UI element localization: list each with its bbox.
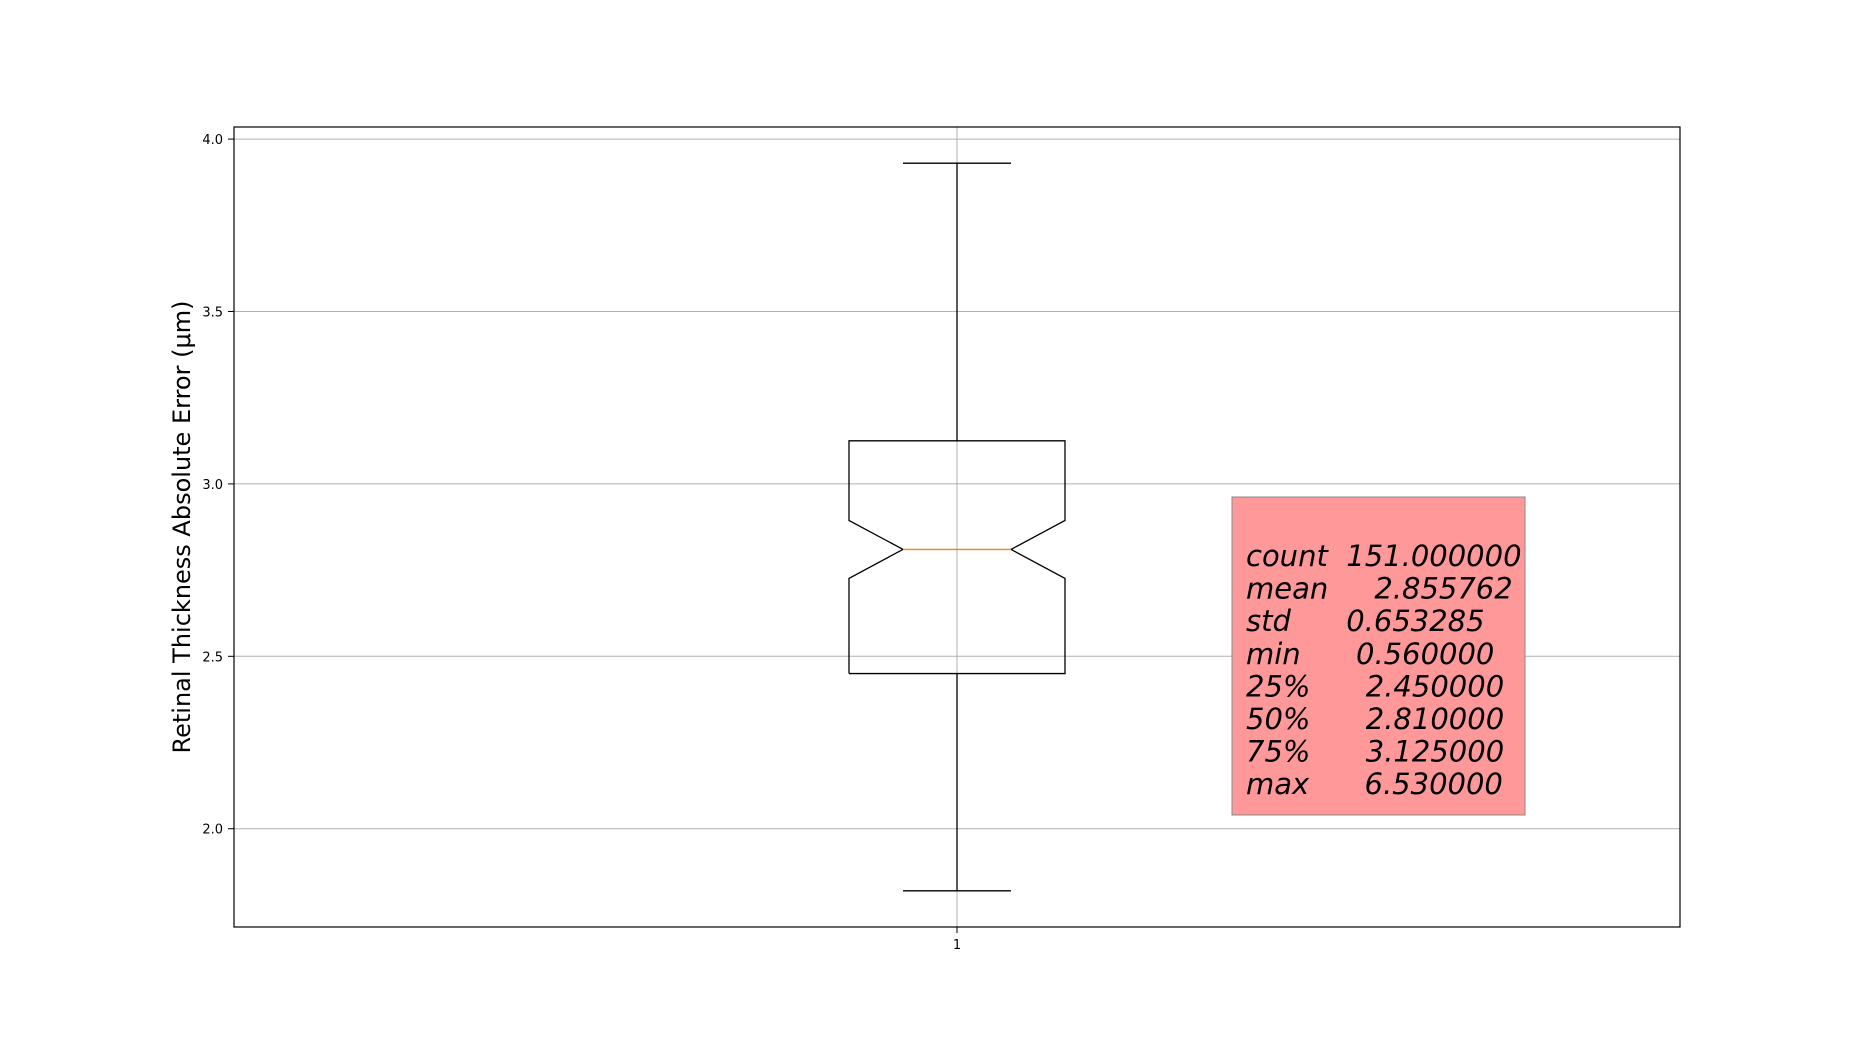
stats-line: std 0.653285 — [1246, 604, 1485, 638]
stats-line: 25% 2.450000 — [1246, 669, 1504, 703]
y-axis-label: Retinal Thickness Absolute Error (μm) — [168, 301, 196, 754]
x-tick-label: 1 — [953, 938, 961, 953]
y-tick-label: 3.5 — [202, 305, 223, 320]
y-tick-label: 3.0 — [202, 478, 223, 493]
tick-layer: 2.0 2.5 3.0 3.5 4.0 1 — [202, 133, 961, 953]
y-tick-label: 4.0 — [202, 133, 223, 148]
y-tick-label: 2.5 — [202, 650, 223, 665]
stats-line: 75% 3.125000 — [1246, 735, 1504, 769]
box-body — [848, 440, 1066, 675]
stats-line: max 6.530000 — [1246, 767, 1503, 801]
stats-line: 50% 2.810000 — [1246, 702, 1504, 736]
stats-line: min 0.560000 — [1246, 637, 1494, 671]
y-tick-label: 2.0 — [202, 823, 223, 838]
boxplot — [848, 162, 1066, 892]
stats-line: count 151.000000 — [1246, 539, 1522, 573]
stats-line: mean 2.855762 — [1246, 572, 1513, 606]
stats-box-background — [1231, 496, 1526, 816]
